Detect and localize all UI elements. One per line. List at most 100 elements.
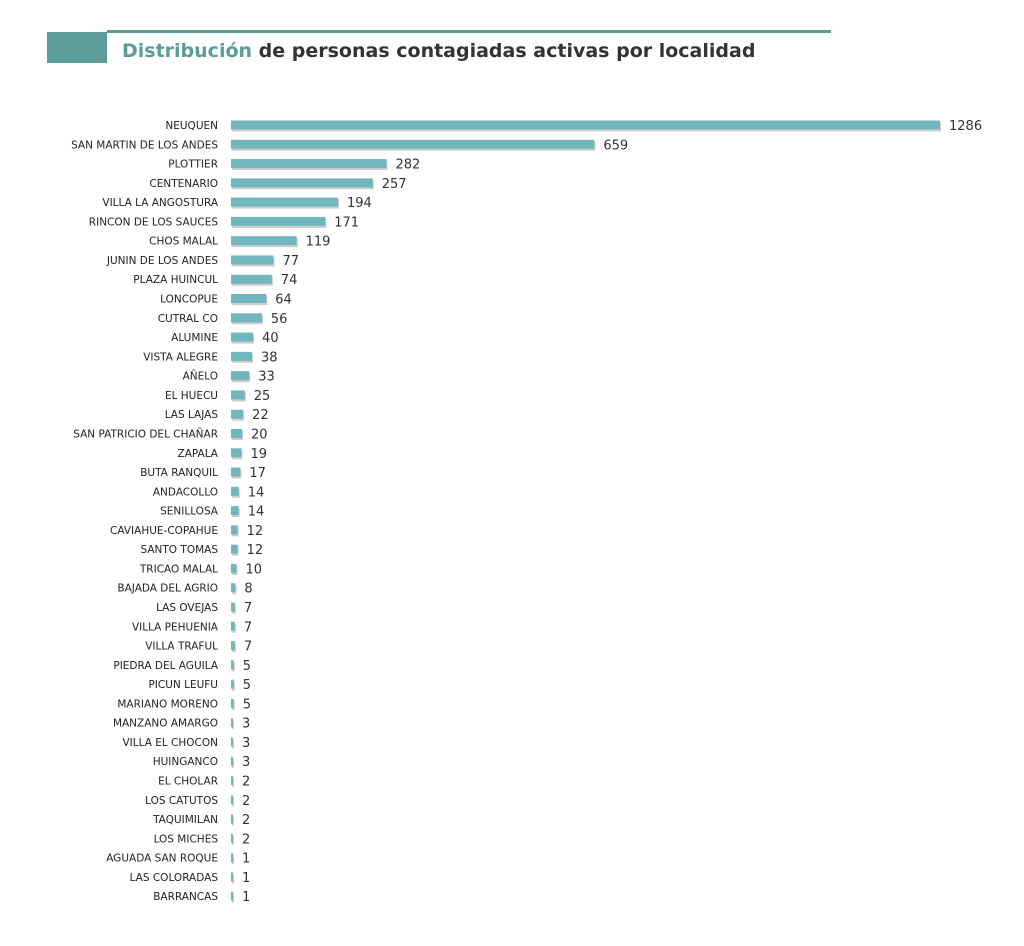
category-label: VILLA EL CHOCON <box>122 737 218 749</box>
category-label: AGUADA SAN ROQUE <box>106 853 218 865</box>
value-label: 8 <box>244 582 252 597</box>
value-label: 2 <box>242 775 250 790</box>
category-label: SAN PATRICIO DEL CHAÑAR <box>73 427 218 440</box>
bar <box>231 294 267 304</box>
bar <box>231 467 241 477</box>
category-label: TAQUIMILAN <box>152 814 218 826</box>
value-label: 14 <box>248 485 265 500</box>
value-label: 14 <box>248 505 265 520</box>
category-label: SAN MARTIN DE LOS ANDES <box>71 139 218 151</box>
category-label: MARIANO MORENO <box>117 698 218 710</box>
value-label: 659 <box>603 138 628 153</box>
bar <box>231 776 233 786</box>
bar <box>231 120 940 130</box>
bar <box>231 621 235 631</box>
bar <box>231 332 254 342</box>
value-label: 171 <box>334 215 359 230</box>
category-label: SENILLOSA <box>160 506 219 518</box>
value-label: 38 <box>261 350 278 365</box>
value-label: 282 <box>395 158 420 173</box>
bar <box>231 313 262 323</box>
category-label: EL CHOLAR <box>158 776 218 788</box>
category-label: JUNIN DE LOS ANDES <box>106 255 218 267</box>
category-label: VILLA PEHUENIA <box>132 621 219 633</box>
category-label: RINCON DE LOS SAUCES <box>89 216 219 228</box>
value-label: 12 <box>247 524 264 539</box>
bar <box>231 544 238 554</box>
value-label: 17 <box>249 466 266 481</box>
bar <box>231 795 233 805</box>
bar <box>231 853 233 863</box>
bar <box>231 486 239 496</box>
value-label: 257 <box>382 177 407 192</box>
value-label: 5 <box>243 697 251 712</box>
bar <box>231 197 338 207</box>
value-label: 20 <box>251 427 268 442</box>
category-label: BARRANCAS <box>153 891 218 903</box>
bar <box>231 814 233 824</box>
value-label: 64 <box>275 293 292 308</box>
value-label: 1 <box>242 852 250 867</box>
title-rest: de personas contagiadas activas por loca… <box>252 40 756 62</box>
bar <box>231 641 235 651</box>
value-label: 40 <box>262 331 279 346</box>
category-label: PICUN LEUFU <box>148 679 218 691</box>
category-label: CHOS MALAL <box>149 236 218 248</box>
value-label: 1 <box>242 871 250 886</box>
bar <box>231 583 236 593</box>
category-label: LONCOPUE <box>160 294 218 306</box>
title-highlight: Distribución <box>122 40 253 62</box>
category-label: VILLA TRAFUL <box>145 641 218 653</box>
bar <box>231 660 234 670</box>
bar <box>231 178 373 188</box>
category-label: PIEDRA DEL AGUILA <box>113 660 218 672</box>
category-label: CAVIAHUE-COPAHUE <box>110 525 218 537</box>
header-rule <box>107 30 831 33</box>
category-label: MANZANO AMARGO <box>113 718 218 730</box>
category-label: CENTENARIO <box>149 178 218 190</box>
value-label: 119 <box>306 235 331 250</box>
category-label: PLAZA HUINCUL <box>133 274 218 286</box>
bar <box>231 390 245 400</box>
category-label: EL HUECU <box>165 390 218 402</box>
category-label: TRICAO MALAL <box>139 563 218 575</box>
bar <box>231 525 238 535</box>
header-accent-block <box>47 32 107 63</box>
value-label: 10 <box>246 562 263 577</box>
value-label: 25 <box>254 389 271 404</box>
bar <box>231 506 239 516</box>
value-label: 7 <box>244 601 252 616</box>
bar <box>231 216 326 226</box>
value-label: 33 <box>258 370 275 385</box>
value-label: 74 <box>281 273 298 288</box>
category-label: BAJADA DEL AGRIO <box>117 583 218 595</box>
value-label: 3 <box>242 717 250 732</box>
value-label: 194 <box>347 196 372 211</box>
bar <box>231 159 387 169</box>
bar <box>231 255 274 265</box>
bar <box>231 756 233 766</box>
bar <box>231 371 250 381</box>
value-label: 1 <box>242 890 250 905</box>
bar <box>231 563 237 573</box>
value-label: 7 <box>244 640 252 655</box>
category-label: VILLA LA ANGOSTURA <box>102 197 218 209</box>
value-label: 2 <box>242 794 250 809</box>
category-label: VISTA ALEGRE <box>143 351 218 363</box>
category-label: CUTRAL CO <box>158 313 218 325</box>
category-label: LAS OVEJAS <box>156 602 218 614</box>
bar <box>231 236 297 246</box>
bar <box>231 833 233 843</box>
bar <box>231 891 233 901</box>
value-label: 3 <box>242 755 250 770</box>
category-label: NEUQUEN <box>165 120 218 132</box>
category-label: LOS MICHES <box>154 833 219 845</box>
category-label: HUINGANCO <box>153 756 218 768</box>
value-label: 7 <box>244 620 252 635</box>
bar <box>231 698 234 708</box>
bar <box>231 139 595 149</box>
bar <box>231 274 272 284</box>
value-label: 22 <box>252 408 269 423</box>
category-label: LAS COLORADAS <box>130 872 219 884</box>
